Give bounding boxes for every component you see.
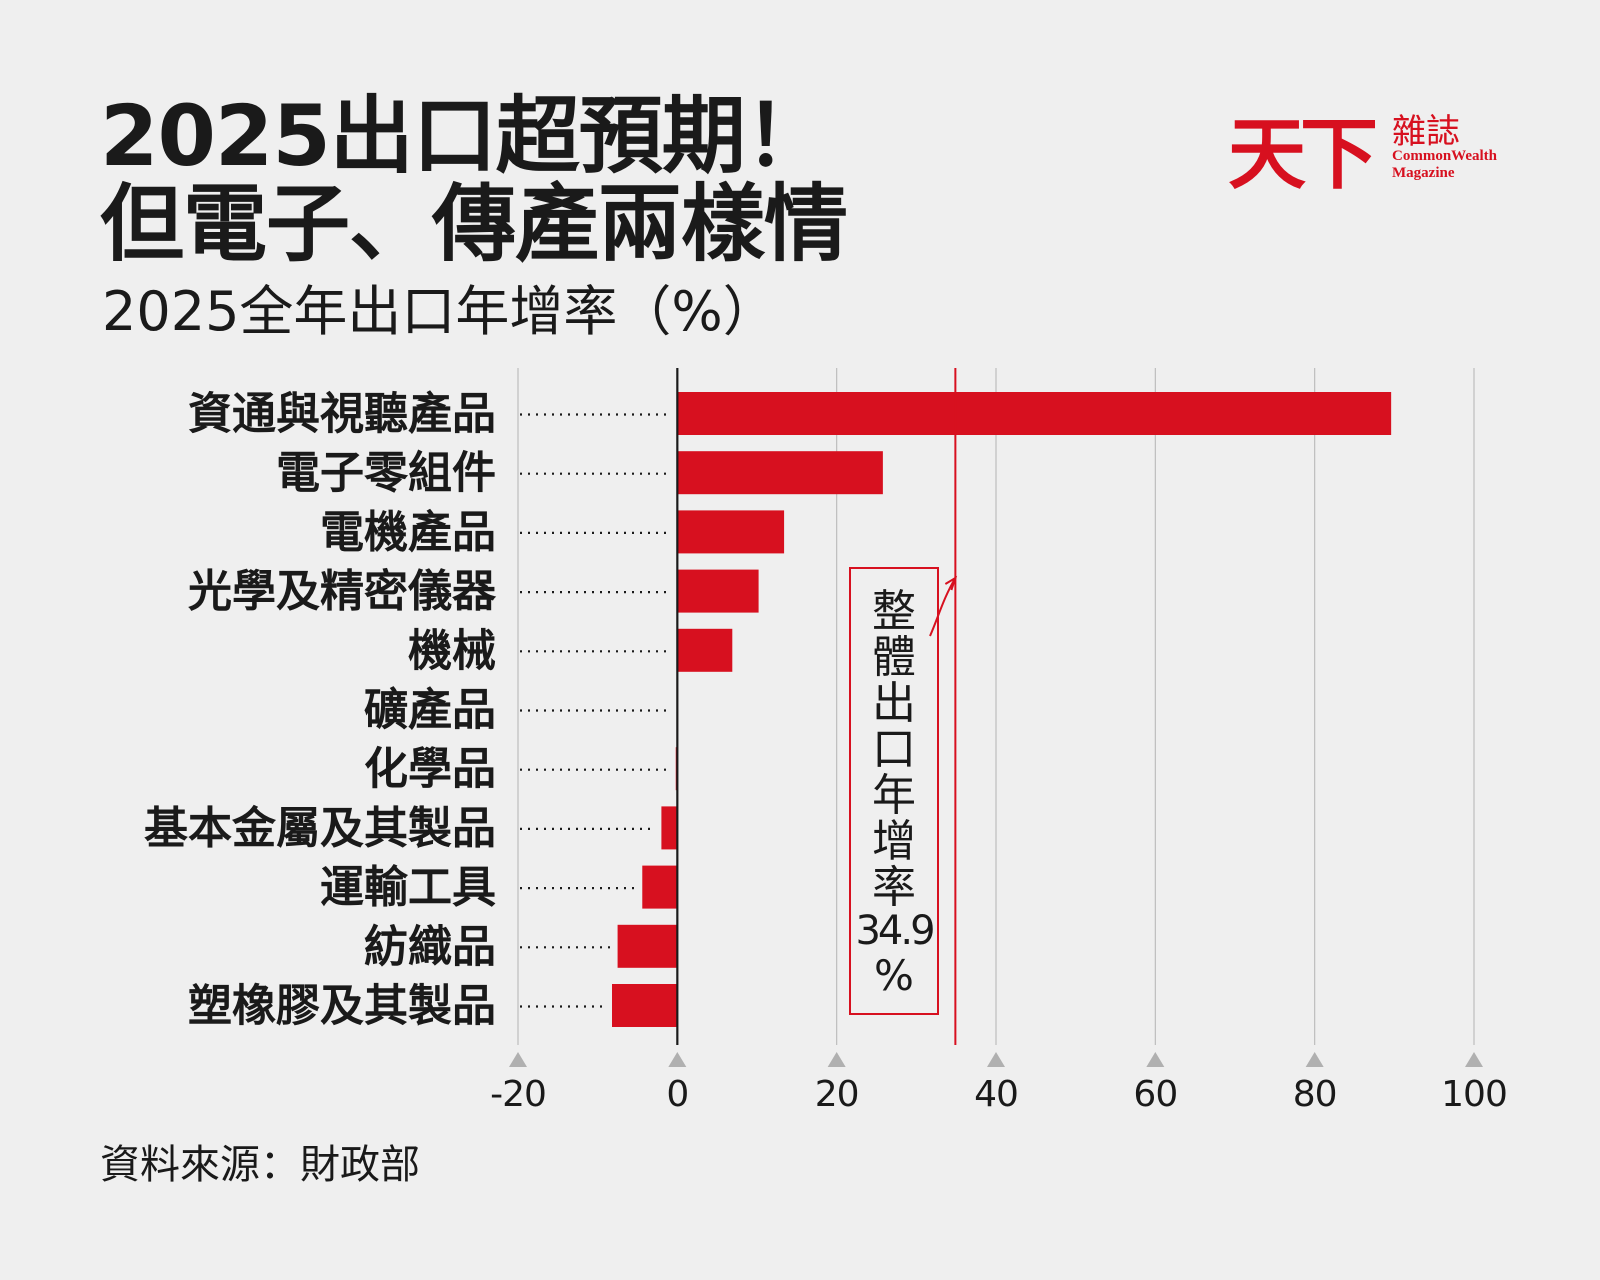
x-tick-label: 60 xyxy=(1133,1074,1177,1115)
tick-marker-80 xyxy=(1305,1052,1324,1067)
annotation-box xyxy=(849,567,939,1015)
bar xyxy=(677,510,785,554)
bar xyxy=(677,628,733,672)
annotation-label-char: 體 xyxy=(872,632,916,683)
category-label: 機械 xyxy=(408,625,496,676)
bar xyxy=(677,569,759,613)
title-line-2: 但電子、傳產兩樣情 xyxy=(100,175,848,273)
x-tick-label: 100 xyxy=(1441,1074,1507,1115)
annotation-label-char: 整 xyxy=(872,586,916,637)
commonwealth-logo: 天下 雜誌 CommonWealth Magazine xyxy=(1228,100,1508,200)
x-tick-label: 40 xyxy=(974,1074,1018,1115)
annotation-label-char: 年 xyxy=(872,770,916,821)
annotation-arrowhead xyxy=(944,575,958,591)
tick-marker-100 xyxy=(1465,1052,1483,1067)
annotation-label-char: 口 xyxy=(872,724,916,775)
logo-name: 雜誌 xyxy=(1392,112,1460,152)
x-tick-label: 0 xyxy=(666,1074,688,1115)
tick-marker--20 xyxy=(509,1052,527,1067)
annotation-label-char: 率 xyxy=(872,862,916,913)
tick-marker-40 xyxy=(987,1052,1005,1067)
logo-english-line-1: CommonWealth xyxy=(1392,148,1497,164)
bar xyxy=(677,392,1392,435)
category-label: 礦產品 xyxy=(364,685,496,736)
x-tick-label: 20 xyxy=(815,1074,859,1115)
category-label: 塑橡膠及其製品 xyxy=(188,981,496,1032)
tick-marker-60 xyxy=(1146,1052,1165,1067)
bar xyxy=(661,806,678,850)
annotation-unit: % xyxy=(874,951,914,1000)
bar xyxy=(677,451,883,495)
category-label: 紡織品 xyxy=(364,921,496,972)
annotation-value: 34.9 xyxy=(855,908,933,954)
annotation-label-char: 出 xyxy=(872,678,916,729)
chart-subtitle: 2025全年出口年增率（%） xyxy=(102,280,777,343)
category-label: 光學及精密儀器 xyxy=(188,566,497,617)
bar xyxy=(617,924,678,968)
tick-marker-0 xyxy=(668,1052,687,1067)
category-label: 電子零組件 xyxy=(276,448,496,499)
chart-title: 2025出口超預期！ 但電子、傳產兩樣情 xyxy=(100,87,848,273)
tick-marker-20 xyxy=(827,1052,846,1067)
annotation-pointer xyxy=(929,577,957,637)
bar xyxy=(612,984,678,1027)
category-label: 資通與視聽產品 xyxy=(188,389,496,440)
category-label: 化學品 xyxy=(364,744,496,795)
bar xyxy=(642,865,678,909)
title-line-1: 2025出口超預期！ xyxy=(100,87,829,185)
x-tick-label: 80 xyxy=(1293,1074,1337,1115)
logo-mark: 天下 xyxy=(1228,109,1378,200)
x-tick-label: -20 xyxy=(490,1074,546,1115)
category-label: 運輸工具 xyxy=(320,862,496,913)
category-label: 基本金屬及其製品 xyxy=(144,803,496,854)
annotation-label-char: 增 xyxy=(872,816,916,867)
logo-english-line-2: Magazine xyxy=(1392,165,1455,181)
logo-english: CommonWealth Magazine xyxy=(1392,148,1497,182)
source-note: 資料來源：財政部 xyxy=(100,1142,420,1188)
category-label: 電機產品 xyxy=(320,507,496,558)
